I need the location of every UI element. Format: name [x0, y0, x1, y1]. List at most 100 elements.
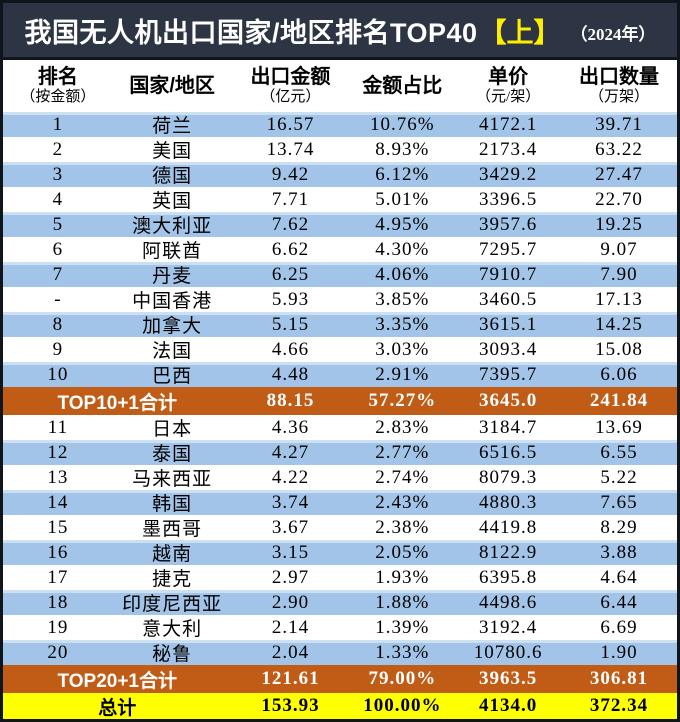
cell-share: 2.38% — [375, 516, 430, 538]
cell-price: 3460.5 — [479, 288, 538, 310]
cell-qty: 6.69 — [600, 616, 638, 638]
column-header-label: 出口数量 — [578, 66, 659, 89]
cell-qty: 7.65 — [600, 491, 638, 513]
cell-amount: 4.48 — [271, 363, 310, 385]
table-row: 14 韩国 3.74 2.43% 4880.3 7.65 — [3, 490, 677, 515]
table-row: 2 美国 13.74 8.93% 2173.4 63.22 — [3, 137, 677, 162]
cell-country: 美国 — [152, 141, 193, 162]
cell-price: 3396.5 — [479, 188, 538, 210]
column-header-sub: （亿元） — [260, 89, 321, 106]
column-header-country: 国家/地区 — [113, 60, 232, 112]
cell-country: 巴西 — [152, 366, 193, 387]
cell-amount: 3.15 — [271, 541, 310, 563]
table-row: 4 英国 7.71 5.01% 3396.5 22.70 — [3, 187, 677, 212]
cell-share: 4.30% — [375, 238, 430, 260]
table-row: 13 马来西亚 4.22 2.74% 8079.3 5.22 — [3, 465, 677, 490]
cell-country: 丹麦 — [152, 266, 193, 287]
cell-amount: 7.71 — [271, 188, 310, 210]
table-row: 6 阿联酋 6.62 4.30% 7295.7 9.07 — [3, 237, 677, 262]
total-row: 总计 153.93 100.00% 4134.0 372.34 — [3, 693, 677, 719]
column-header-label: 国家/地区 — [129, 75, 215, 97]
column-header-sub: （按金额） — [20, 89, 96, 106]
cell-price: 3093.4 — [479, 338, 538, 360]
table-header-row: 排名 （按金额） 国家/地区 出口金额 （亿元） 金额占比 单价 （元/架） 出… — [3, 60, 677, 112]
table-row: 1 荷兰 16.57 10.76% 4172.1 39.71 — [3, 112, 677, 137]
table-row: 15 墨西哥 3.67 2.38% 4419.8 8.29 — [3, 515, 677, 540]
cell-country: 荷兰 — [152, 116, 193, 137]
table-row: 10 巴西 4.48 2.91% 7395.7 6.06 — [3, 362, 677, 387]
cell-country: 泰国 — [152, 444, 193, 465]
cell-amount: 6.62 — [271, 238, 310, 260]
cell-amount: 2.97 — [271, 566, 310, 588]
cell-amount: 88.15 — [266, 390, 315, 411]
cell-share: 3.03% — [375, 338, 430, 360]
table-row: 19 意大利 2.14 1.39% 3192.4 6.69 — [3, 615, 677, 640]
cell-qty: 6.44 — [600, 591, 638, 613]
cell-share: 100.00% — [363, 695, 442, 716]
subtotal-label: TOP20+1合计 — [57, 670, 177, 692]
cell-amount: 3.67 — [271, 516, 310, 538]
cell-price: 4498.6 — [479, 591, 538, 613]
cell-amount: 2.90 — [271, 591, 310, 613]
cell-share: 1.33% — [375, 641, 430, 663]
cell-price: 3615.1 — [479, 313, 538, 335]
cell-qty: 27.47 — [595, 163, 643, 185]
cell-qty: 15.08 — [595, 338, 643, 360]
cell-amount: 13.74 — [266, 138, 315, 160]
cell-price: 3957.6 — [479, 213, 538, 235]
cell-rank: 5 — [52, 213, 64, 235]
cell-qty: 1.90 — [600, 641, 638, 663]
cell-country: 马来西亚 — [132, 469, 213, 490]
column-header-label: 排名 — [37, 66, 78, 89]
cell-country: 中国香港 — [132, 291, 213, 312]
cell-rank: 16 — [47, 541, 69, 563]
cell-rank: 15 — [47, 516, 69, 538]
table-body: 1 荷兰 16.57 10.76% 4172.1 39.71 2 美国 13.74 8.93% 21… — [3, 112, 677, 719]
cell-rank: 3 — [52, 163, 64, 185]
cell-share: 8.93% — [375, 138, 430, 160]
cell-amount: 2.04 — [271, 641, 310, 663]
cell-rank: 9 — [52, 338, 64, 360]
cell-qty: 14.25 — [595, 313, 643, 335]
cell-qty: 19.25 — [595, 213, 643, 235]
cell-rank: 1 — [52, 113, 64, 135]
cell-country: 澳大利亚 — [132, 216, 213, 237]
cell-amount: 153.93 — [261, 695, 320, 716]
cell-price: 4419.8 — [479, 516, 538, 538]
column-header-sub: （万架） — [588, 89, 649, 106]
cell-share: 2.77% — [375, 441, 430, 463]
page-title-part: 【上】 — [479, 17, 561, 48]
total-label: 总计 — [98, 697, 137, 719]
cell-price: 3184.7 — [479, 416, 538, 438]
cell-share: 79.00% — [368, 668, 437, 689]
cell-share: 1.39% — [375, 616, 430, 638]
cell-rank: 8 — [52, 313, 64, 335]
cell-price: 3429.2 — [479, 163, 538, 185]
subtotal-row: TOP10+1合计 88.15 57.27% 3645.0 241.84 — [3, 387, 677, 415]
cell-rank: 13 — [47, 466, 69, 488]
cell-amount: 4.27 — [271, 441, 310, 463]
cell-amount: 4.36 — [271, 416, 310, 438]
cell-qty: 306.81 — [589, 668, 649, 689]
column-header-label: 单价 — [488, 66, 529, 89]
cell-qty: 6.06 — [600, 363, 638, 385]
table-row: 17 捷克 2.97 1.93% 6395.8 4.64 — [3, 565, 677, 590]
cell-share: 3.35% — [375, 313, 430, 335]
cell-qty: 241.84 — [589, 390, 649, 411]
column-header-price: 单价 （元/架） — [455, 60, 561, 112]
table-row: 11 日本 4.36 2.83% 3184.7 13.69 — [3, 415, 677, 440]
cell-share: 1.88% — [375, 591, 430, 613]
cell-country: 印度尼西亚 — [122, 594, 223, 615]
cell-country: 秘鲁 — [152, 644, 193, 665]
cell-share: 57.27% — [368, 390, 437, 411]
cell-amount: 9.42 — [271, 163, 310, 185]
cell-amount: 4.22 — [271, 466, 310, 488]
table-row: 12 泰国 4.27 2.77% 6516.5 6.55 — [3, 440, 677, 465]
cell-price: 3963.5 — [479, 668, 538, 689]
cell-amount: 121.61 — [261, 668, 320, 689]
table-row: 18 印度尼西亚 2.90 1.88% 4498.6 6.44 — [3, 590, 677, 615]
table-row: 8 加拿大 5.15 3.35% 3615.1 14.25 — [3, 312, 677, 337]
column-header-qty: 出口数量 （万架） — [561, 60, 677, 112]
cell-price: 4880.3 — [479, 491, 538, 513]
